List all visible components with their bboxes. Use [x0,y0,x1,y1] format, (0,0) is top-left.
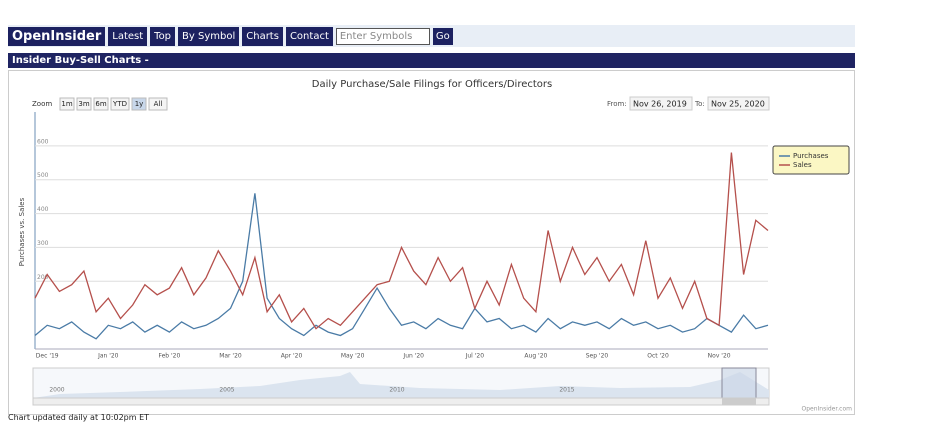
nav-link[interactable]: Latest [108,26,148,46]
zoom-button-label[interactable]: 3m [78,100,89,108]
footer: Chart updated daily at 10:02pm ET [8,413,150,422]
y-tick-label: 200 [37,274,49,281]
navigator-area [33,372,769,398]
x-tick-label: Mar '20 [219,353,242,360]
nav-link[interactable]: By Symbol [178,26,240,46]
y-tick-label: 300 [37,240,49,247]
credit[interactable]: OpenInsider.com [801,406,852,413]
to-value[interactable]: Nov 25, 2020 [711,100,765,109]
nav-link[interactable]: Contact [285,26,333,46]
navigator-label: 2005 [219,387,234,394]
y-axis-title: Purchases vs. Sales [18,197,26,266]
navigator-label: 2000 [49,387,64,394]
navigator-window[interactable] [721,367,757,399]
zoom-label: Zoom [32,100,52,108]
y-tick-label: 500 [37,172,49,179]
x-tick-label: Jun '20 [402,353,424,360]
legend [772,145,850,175]
to-input[interactable] [707,96,770,111]
x-tick-label: Oct '20 [647,353,669,360]
from-label: From: [607,100,627,108]
navigator-label: 2010 [389,387,404,394]
brand[interactable]: OpenInsider [8,26,106,46]
from-input[interactable] [629,96,693,111]
x-tick-label: Jan '20 [97,353,119,360]
chart-title: Daily Purchase/Sale Filings for Officers… [312,79,552,90]
zoom-button-label[interactable]: 1m [61,100,72,108]
zoom-button-label[interactable]: All [154,100,163,108]
legend-label[interactable]: Purchases [793,152,829,160]
x-tick-label: Nov '20 [708,353,731,360]
zoom-button-label[interactable]: 6m [95,100,106,108]
search-input[interactable]: Enter Symbols [335,27,430,45]
zoom-button[interactable] [59,97,75,111]
series-line [34,193,769,340]
x-tick-label: May '20 [341,353,365,360]
zoom-button[interactable] [110,97,130,111]
to-label: To: [694,100,705,108]
scrollbar[interactable] [32,397,770,406]
navigator-label: 2015 [559,387,574,394]
zoom-button[interactable] [148,97,168,111]
y-tick-label: 600 [37,138,49,145]
zoom-button[interactable] [76,97,92,111]
nav-link[interactable]: Top [150,26,176,46]
section-title: Insider Buy-Sell Charts - [8,53,855,68]
x-tick-label: Sep '20 [586,353,609,360]
series-line [34,152,769,330]
nav-link[interactable]: Charts [242,26,283,46]
legend-label[interactable]: Sales [793,161,812,169]
zoom-button[interactable] [131,97,147,111]
nav-bar: OpenInsider Latest Top By Symbol Charts … [8,25,855,47]
zoom-button-label[interactable]: YTD [112,100,127,108]
x-tick-label: Feb '20 [158,353,180,360]
from-value[interactable]: Nov 26, 2019 [633,100,687,109]
y-tick-label: 400 [37,206,49,213]
x-tick-label: Apr '20 [281,353,303,360]
zoom-button[interactable] [93,97,109,111]
x-tick-label: Aug '20 [524,353,547,360]
scrollbar-thumb[interactable] [722,398,756,405]
x-tick-label: Jul '20 [465,353,485,360]
zoom-button-label[interactable]: 1y [135,100,144,108]
go-button[interactable]: Go [432,27,453,45]
chart-frame [8,70,855,415]
x-tick-label: Dec '19 [36,353,59,360]
